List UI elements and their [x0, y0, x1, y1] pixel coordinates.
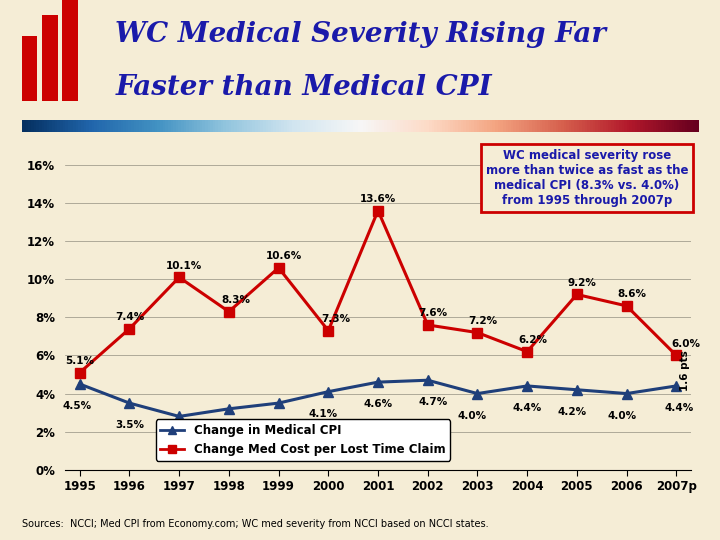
Text: 4.6%: 4.6%: [364, 399, 392, 409]
Legend: Change in Medical CPI, Change Med Cost per Lost Time Claim: Change in Medical CPI, Change Med Cost p…: [156, 419, 450, 461]
Text: 10.6%: 10.6%: [266, 251, 302, 261]
Text: 5.1%: 5.1%: [66, 356, 94, 366]
Text: 4.0%: 4.0%: [458, 411, 487, 421]
Text: Faster than Medical CPI: Faster than Medical CPI: [115, 73, 492, 100]
Text: WC Medical Severity Rising Far: WC Medical Severity Rising Far: [115, 22, 606, 49]
Text: 9.2%: 9.2%: [567, 278, 596, 288]
Text: 7.2%: 7.2%: [468, 316, 497, 326]
FancyBboxPatch shape: [42, 16, 58, 101]
Text: Sources:  NCCI; Med CPI from Economy.com; WC med severity from NCCI based on NCC: Sources: NCCI; Med CPI from Economy.com;…: [22, 519, 488, 529]
Text: WC medical severity rose
more than twice as fast as the
medical CPI (8.3% vs. 4.: WC medical severity rose more than twice…: [485, 149, 688, 207]
Text: 13.6%: 13.6%: [360, 194, 396, 204]
Text: 4.4%: 4.4%: [513, 403, 541, 413]
Text: 3.2%: 3.2%: [215, 426, 243, 436]
Text: 2.8%: 2.8%: [165, 434, 194, 443]
FancyBboxPatch shape: [22, 36, 37, 101]
Text: 6.0%: 6.0%: [672, 339, 701, 349]
Text: 4.5%: 4.5%: [63, 401, 91, 411]
Text: 3.5%: 3.5%: [264, 420, 293, 430]
FancyBboxPatch shape: [62, 0, 78, 101]
Text: 6.2%: 6.2%: [518, 335, 548, 345]
Text: 7.6%: 7.6%: [418, 308, 447, 318]
Text: 7.3%: 7.3%: [321, 314, 351, 324]
Text: 8.6%: 8.6%: [617, 289, 646, 299]
Text: 4.0%: 4.0%: [607, 411, 636, 421]
Text: 4.7%: 4.7%: [418, 397, 447, 407]
Text: 4.2%: 4.2%: [557, 407, 587, 417]
Text: 7.4%: 7.4%: [114, 312, 144, 322]
Text: 3.5%: 3.5%: [115, 420, 144, 430]
Text: 4.1%: 4.1%: [309, 409, 338, 419]
Text: 8.3%: 8.3%: [222, 295, 251, 305]
Text: 1.6 pts: 1.6 pts: [680, 350, 690, 391]
Text: 10.1%: 10.1%: [166, 261, 202, 271]
Text: 4.4%: 4.4%: [664, 403, 693, 413]
